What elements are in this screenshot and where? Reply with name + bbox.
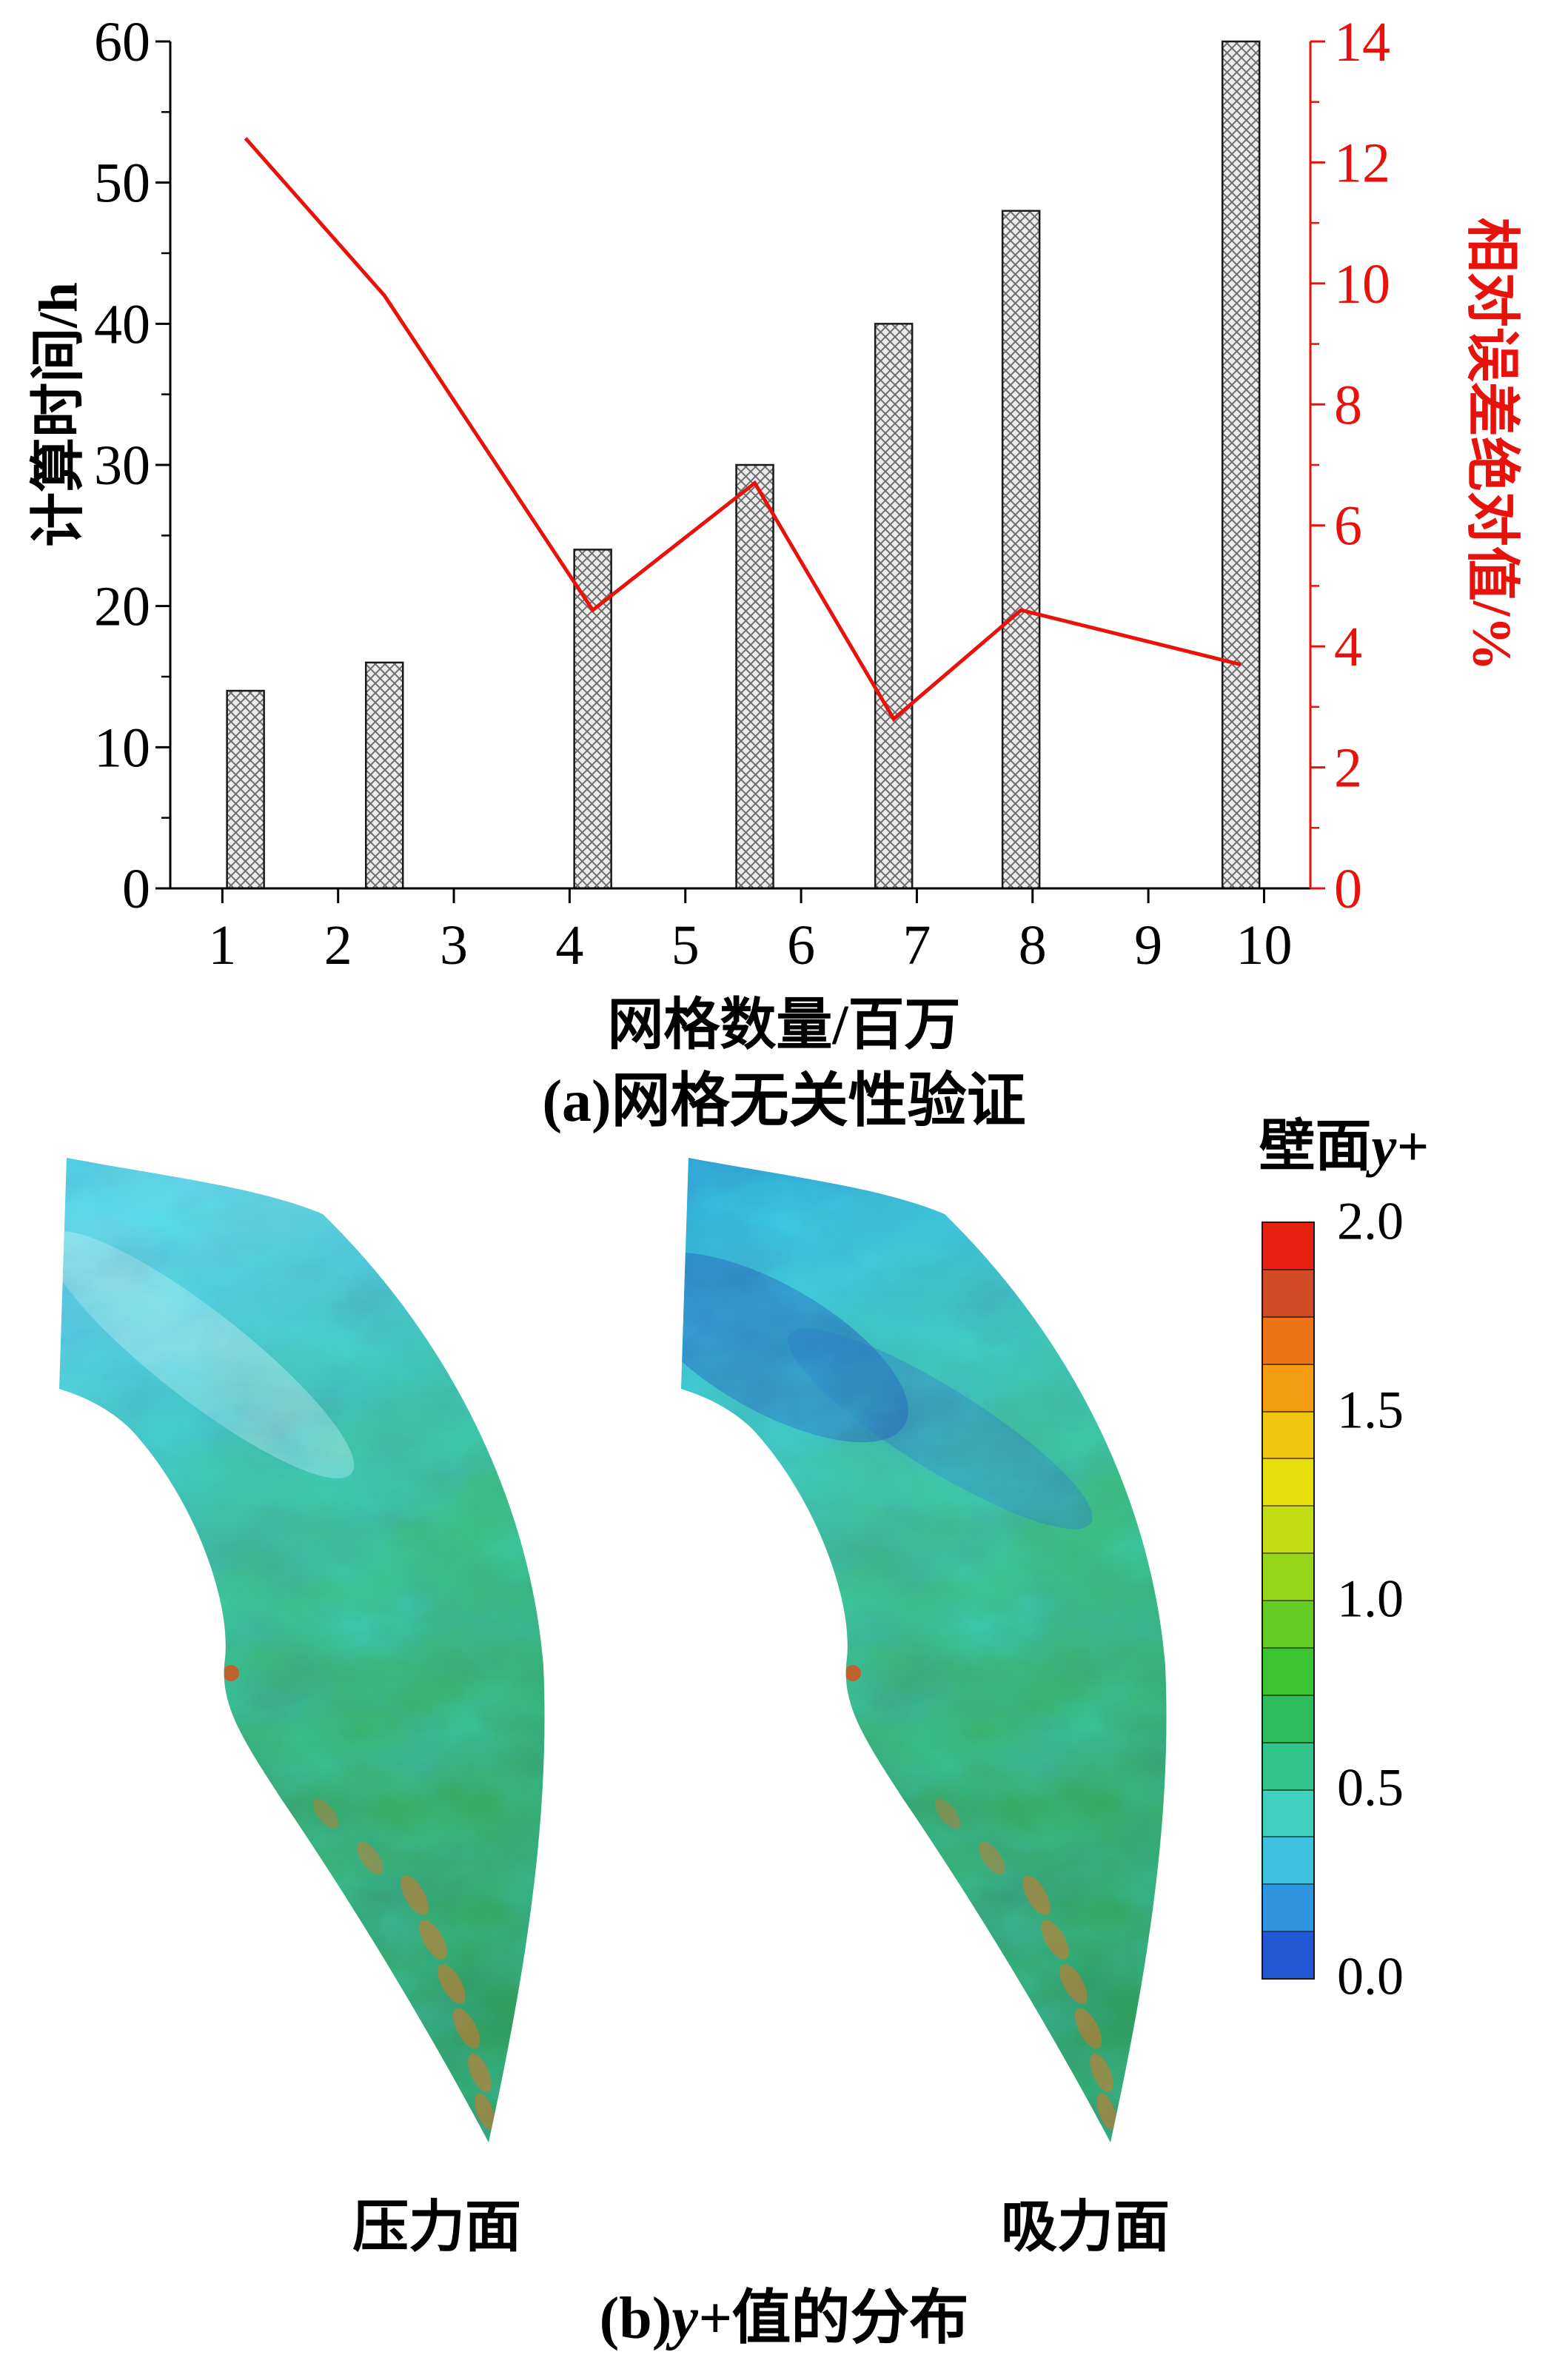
right-tick-label: 4 — [1334, 616, 1362, 678]
bottom-tick-label: 5 — [671, 914, 700, 976]
colorbar-segment — [1263, 1459, 1313, 1507]
colorbar-segment — [1263, 1932, 1313, 1978]
right-axis: 0 2 4 6 8 10 12 14 — [1309, 11, 1390, 920]
yplus-contour-plots — [59, 1158, 1167, 2142]
left-tick-label: 60 — [94, 11, 150, 73]
colorbar-segment — [1263, 1412, 1313, 1460]
right-tick-label: 8 — [1334, 374, 1362, 436]
colorbar-title-text: 壁面 — [1259, 1116, 1372, 1178]
colorbar-segment — [1263, 1270, 1313, 1318]
relative-error-line — [244, 137, 1242, 723]
colorbar-segment — [1263, 1790, 1313, 1838]
panel-b-caption-suffix: 值的分布 — [731, 2286, 969, 2351]
colorbar-segment — [1263, 1601, 1313, 1649]
panel-a-caption: (a)网格无关性验证 — [542, 1069, 1026, 1134]
colorbar-title: 壁面y+ — [1222, 1100, 1466, 1182]
suction-surface-contour — [681, 1158, 1167, 2142]
right-tick-label: 0 — [1334, 858, 1362, 920]
suction-surface-label: 吸力面 — [1001, 2197, 1170, 2259]
time-bar — [1221, 40, 1261, 890]
time-bar — [735, 463, 774, 890]
panel-b-caption: (b)y+值的分布 — [0, 2270, 1568, 2356]
colorbar-segment — [1263, 1648, 1313, 1696]
bottom-axis: 1 2 3 4 5 6 7 8 9 10 — [170, 887, 1310, 976]
bottom-tick-label: 9 — [1134, 914, 1162, 976]
left-tick-label: 30 — [94, 435, 150, 497]
time-bar — [874, 323, 914, 890]
colorbar-segment — [1263, 1507, 1313, 1555]
panel-b-caption-variable: y+ — [671, 2286, 732, 2351]
time-bar — [573, 549, 612, 890]
colorbar-segment — [1263, 1317, 1313, 1365]
x-axis-title: 网格数量/百万 — [607, 994, 961, 1056]
panel-b-caption-prefix: (b) — [599, 2286, 672, 2351]
colorbar-segment — [1263, 1554, 1313, 1601]
bottom-tick-label: 3 — [440, 914, 468, 976]
left-tick-label: 50 — [94, 153, 150, 215]
left-tick-label: 40 — [94, 293, 150, 355]
colorbar-tick-label: 1.0 — [1337, 1569, 1404, 1629]
left-tick-label: 10 — [94, 717, 150, 779]
pressure-surface-label: 压力面 — [352, 2197, 521, 2259]
colorbar-tick-label: 1.5 — [1337, 1380, 1404, 1440]
colorbar-segment — [1263, 1223, 1313, 1270]
bottom-tick-label: 10 — [1236, 914, 1292, 976]
time-bar — [1001, 210, 1041, 890]
right-tick-label: 14 — [1334, 11, 1390, 73]
bottom-tick-label: 1 — [208, 914, 236, 976]
colorbar-segment — [1263, 1364, 1313, 1413]
colorbar-title-variable: y+ — [1371, 1116, 1429, 1178]
bottom-tick-label: 7 — [902, 914, 931, 976]
colorbar-tick-label: 0.5 — [1337, 1758, 1404, 1817]
colorbar-segment — [1263, 1885, 1313, 1933]
colorbar — [1262, 1222, 1315, 1980]
time-bar — [364, 661, 404, 890]
bottom-tick-label: 8 — [1019, 914, 1047, 976]
bottom-tick-label: 2 — [324, 914, 352, 976]
left-tick-label: 0 — [122, 858, 150, 920]
right-tick-label: 10 — [1334, 253, 1390, 315]
bottom-tick-label: 6 — [787, 914, 815, 976]
time-bar — [226, 689, 265, 890]
colorbar-tick-label: 0.0 — [1337, 1946, 1404, 2006]
colorbar-segment — [1263, 1837, 1313, 1886]
pressure-surface-contour — [59, 1158, 545, 2142]
colorbar-segment — [1263, 1743, 1313, 1791]
left-tick-label: 20 — [94, 576, 150, 638]
computation-time-bars — [226, 40, 1261, 890]
bottom-tick-label: 4 — [555, 914, 583, 976]
right-tick-label: 2 — [1334, 737, 1362, 800]
right-tick-label: 6 — [1334, 495, 1362, 557]
right-axis-title: 相对误差绝对值/% — [1461, 217, 1522, 671]
colorbar-segment — [1263, 1695, 1313, 1743]
left-axis-title: 计算时间/h — [28, 282, 90, 547]
right-tick-label: 12 — [1334, 132, 1390, 194]
colorbar-tick-label: 2.0 — [1337, 1191, 1404, 1251]
left-axis: 0 10 20 30 40 50 60 — [94, 11, 172, 920]
